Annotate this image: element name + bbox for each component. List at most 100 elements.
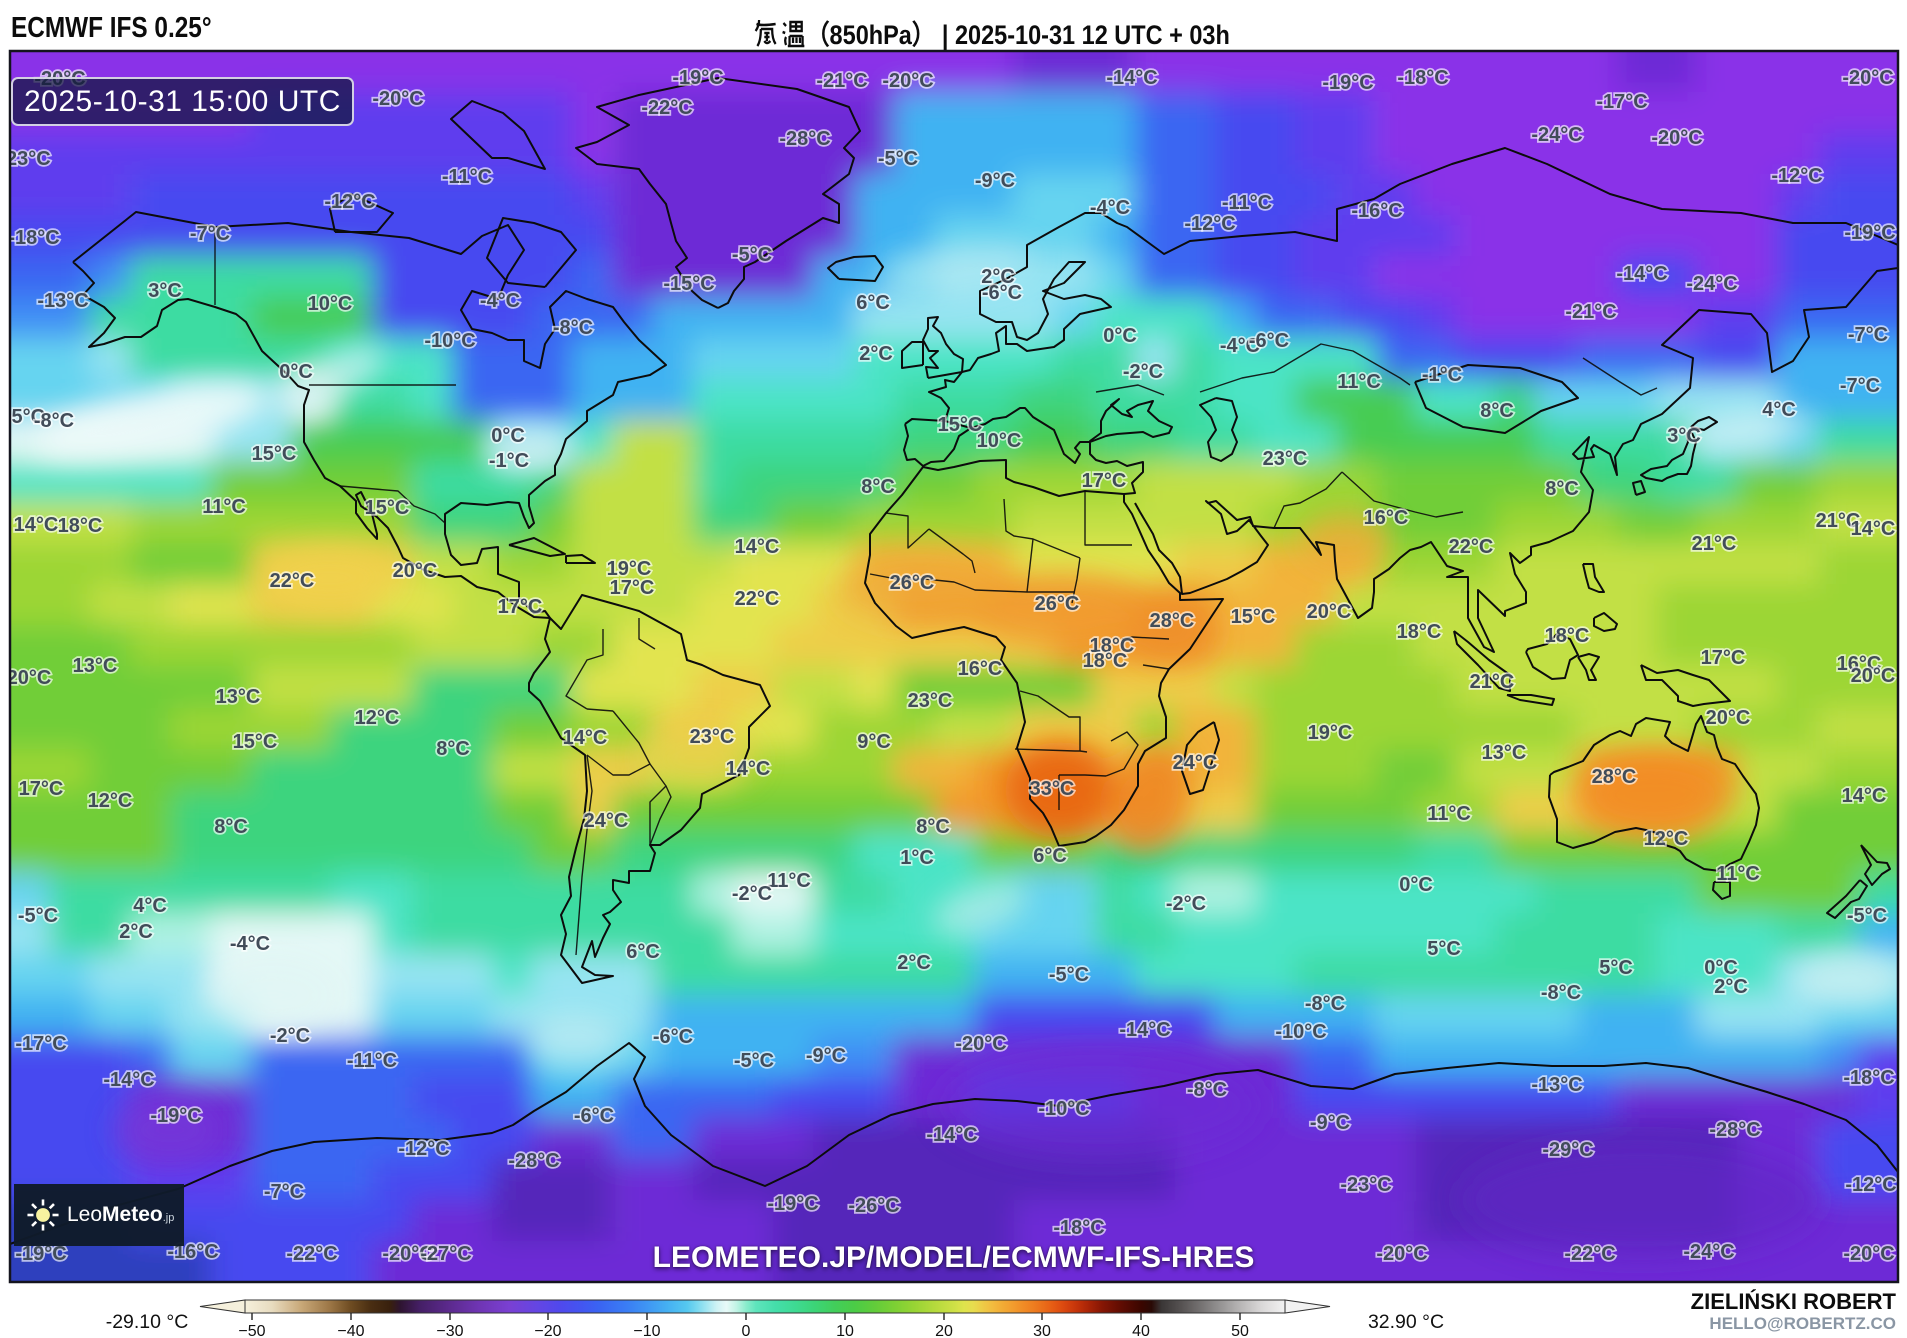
- svg-text:0°C: 0°C: [1399, 874, 1433, 896]
- svg-text:-12°C: -12°C: [398, 1138, 449, 1160]
- svg-text:2°C: 2°C: [897, 952, 931, 974]
- svg-text:8°C: 8°C: [916, 816, 950, 838]
- svg-text:-5°C: -5°C: [1847, 905, 1887, 927]
- svg-text:22°C: 22°C: [1449, 536, 1494, 558]
- svg-text:-5°C: -5°C: [18, 905, 58, 927]
- svg-text:26°C: 26°C: [890, 572, 935, 594]
- svg-text:-11°C: -11°C: [1222, 192, 1272, 214]
- svg-text:-5°C: -5°C: [5, 406, 45, 428]
- svg-text:-2°C: -2°C: [1123, 361, 1163, 383]
- svg-text:-23°C: -23°C: [0, 148, 51, 170]
- svg-text:2°C: 2°C: [981, 266, 1015, 288]
- svg-text:23°C: 23°C: [1263, 448, 1308, 470]
- svg-text:8°C: 8°C: [861, 476, 895, 498]
- svg-text:-24°C: -24°C: [1686, 273, 1737, 295]
- svg-text:0: 0: [742, 1323, 751, 1338]
- svg-text:19°C: 19°C: [1308, 722, 1353, 744]
- svg-text:2°C: 2°C: [119, 921, 153, 943]
- svg-text:18°C: 18°C: [1545, 625, 1590, 647]
- svg-text:-12°C: -12°C: [1184, 213, 1235, 235]
- svg-text:-4°C: -4°C: [1090, 197, 1130, 219]
- svg-text:-20°C: -20°C: [1651, 127, 1702, 149]
- svg-text:24°C: 24°C: [584, 810, 629, 832]
- svg-text:4°C: 4°C: [133, 895, 167, 917]
- svg-text:6°C: 6°C: [856, 292, 890, 314]
- svg-text:17°C: 17°C: [19, 778, 64, 800]
- svg-text:4°C: 4°C: [1762, 399, 1796, 421]
- svg-text:-29°C: -29°C: [1542, 1139, 1593, 1161]
- svg-text:-9°C: -9°C: [975, 170, 1015, 192]
- svg-text:15°C: 15°C: [252, 443, 297, 465]
- svg-text:-12°C: -12°C: [324, 191, 375, 213]
- svg-text:-6°C: -6°C: [1249, 330, 1289, 352]
- svg-text:-18°C: -18°C: [1397, 67, 1448, 89]
- svg-text:-2°C: -2°C: [270, 1025, 310, 1047]
- svg-text:16°C: 16°C: [1364, 507, 1409, 529]
- svg-text:-23°C: -23°C: [1340, 1174, 1391, 1196]
- svg-text:-10°C: -10°C: [1275, 1021, 1326, 1043]
- svg-text:-20°C: -20°C: [382, 1243, 433, 1265]
- svg-text:-11°C: -11°C: [347, 1050, 397, 1072]
- svg-text:22°C: 22°C: [270, 570, 315, 592]
- svg-text:8°C: 8°C: [1545, 478, 1579, 500]
- svg-text:-28°C: -28°C: [508, 1150, 559, 1172]
- svg-text:14°C: 14°C: [1851, 518, 1896, 540]
- svg-text:-12°C: -12°C: [1845, 1174, 1896, 1196]
- svg-text:11°C: 11°C: [202, 496, 246, 518]
- svg-text:18°C: 18°C: [1397, 621, 1442, 643]
- svg-text:-28°C: -28°C: [1709, 1119, 1760, 1141]
- svg-text:10: 10: [836, 1323, 854, 1338]
- svg-text:14°C: 14°C: [563, 727, 608, 749]
- svg-text:30: 30: [1033, 1323, 1051, 1338]
- svg-text:18°C: 18°C: [1090, 635, 1135, 657]
- svg-text:5°C: 5°C: [1427, 938, 1461, 960]
- svg-text:-9°C: -9°C: [1310, 1112, 1350, 1134]
- svg-text:-21°C: -21°C: [816, 70, 867, 92]
- svg-text:-6°C: -6°C: [982, 282, 1022, 304]
- svg-text:-16°C: -16°C: [1351, 200, 1402, 222]
- svg-text:20°C: 20°C: [1851, 665, 1896, 687]
- svg-text:-18°C: -18°C: [1843, 1067, 1894, 1089]
- svg-text:18°C: 18°C: [1083, 650, 1128, 672]
- svg-text:21°C: 21°C: [1470, 671, 1515, 693]
- svg-text:-5°C: -5°C: [734, 1050, 774, 1072]
- svg-text:-19°C: -19°C: [1322, 72, 1373, 94]
- svg-text:-9°C: -9°C: [806, 1045, 846, 1067]
- svg-text:17°C: 17°C: [1082, 470, 1127, 492]
- svg-text:-10°C: -10°C: [424, 330, 475, 352]
- svg-text:15°C: 15°C: [233, 731, 278, 753]
- svg-text:-7°C: -7°C: [190, 223, 230, 245]
- svg-text:16°C: 16°C: [1837, 653, 1882, 675]
- svg-text:13°C: 13°C: [216, 686, 261, 708]
- svg-text:-1°C: -1°C: [489, 450, 529, 472]
- svg-text:40: 40: [1132, 1323, 1150, 1338]
- svg-text:15°C: 15°C: [365, 497, 410, 519]
- svg-text:8°C: 8°C: [1480, 400, 1514, 422]
- svg-text:0°C: 0°C: [279, 361, 313, 383]
- svg-text:-14°C: -14°C: [1106, 67, 1157, 89]
- svg-text:20°C: 20°C: [7, 667, 52, 689]
- svg-text:5°C: 5°C: [1599, 957, 1633, 979]
- svg-text:-1°C: -1°C: [1422, 364, 1462, 386]
- svg-text:8°C: 8°C: [214, 816, 248, 838]
- svg-text:50: 50: [1231, 1323, 1249, 1338]
- svg-text:-6°C: -6°C: [653, 1026, 693, 1048]
- svg-text:-21°C: -21°C: [1565, 301, 1616, 323]
- svg-text:14°C: 14°C: [726, 758, 771, 780]
- svg-text:28°C: 28°C: [1150, 610, 1195, 632]
- svg-text:2°C: 2°C: [1714, 976, 1748, 998]
- svg-text:14°C: 14°C: [14, 514, 59, 536]
- svg-text:-24°C: -24°C: [1683, 1241, 1734, 1263]
- svg-text:-24°C: -24°C: [1531, 124, 1582, 146]
- svg-text:-14°C: -14°C: [1616, 263, 1667, 285]
- svg-text:14°C: 14°C: [735, 536, 780, 558]
- svg-text:-19°C: -19°C: [150, 1105, 201, 1127]
- svg-text:−20: −20: [534, 1323, 561, 1338]
- svg-text:-7°C: -7°C: [264, 1181, 304, 1203]
- svg-text:33°C: 33°C: [1030, 778, 1075, 800]
- svg-text:-10°C: -10°C: [1038, 1098, 1089, 1120]
- svg-text:-5°C: -5°C: [878, 148, 918, 170]
- svg-text:-29.10 °C: -29.10 °C: [106, 1311, 189, 1333]
- svg-text:1°C: 1°C: [900, 847, 934, 869]
- svg-text:-4°C: -4°C: [480, 290, 520, 312]
